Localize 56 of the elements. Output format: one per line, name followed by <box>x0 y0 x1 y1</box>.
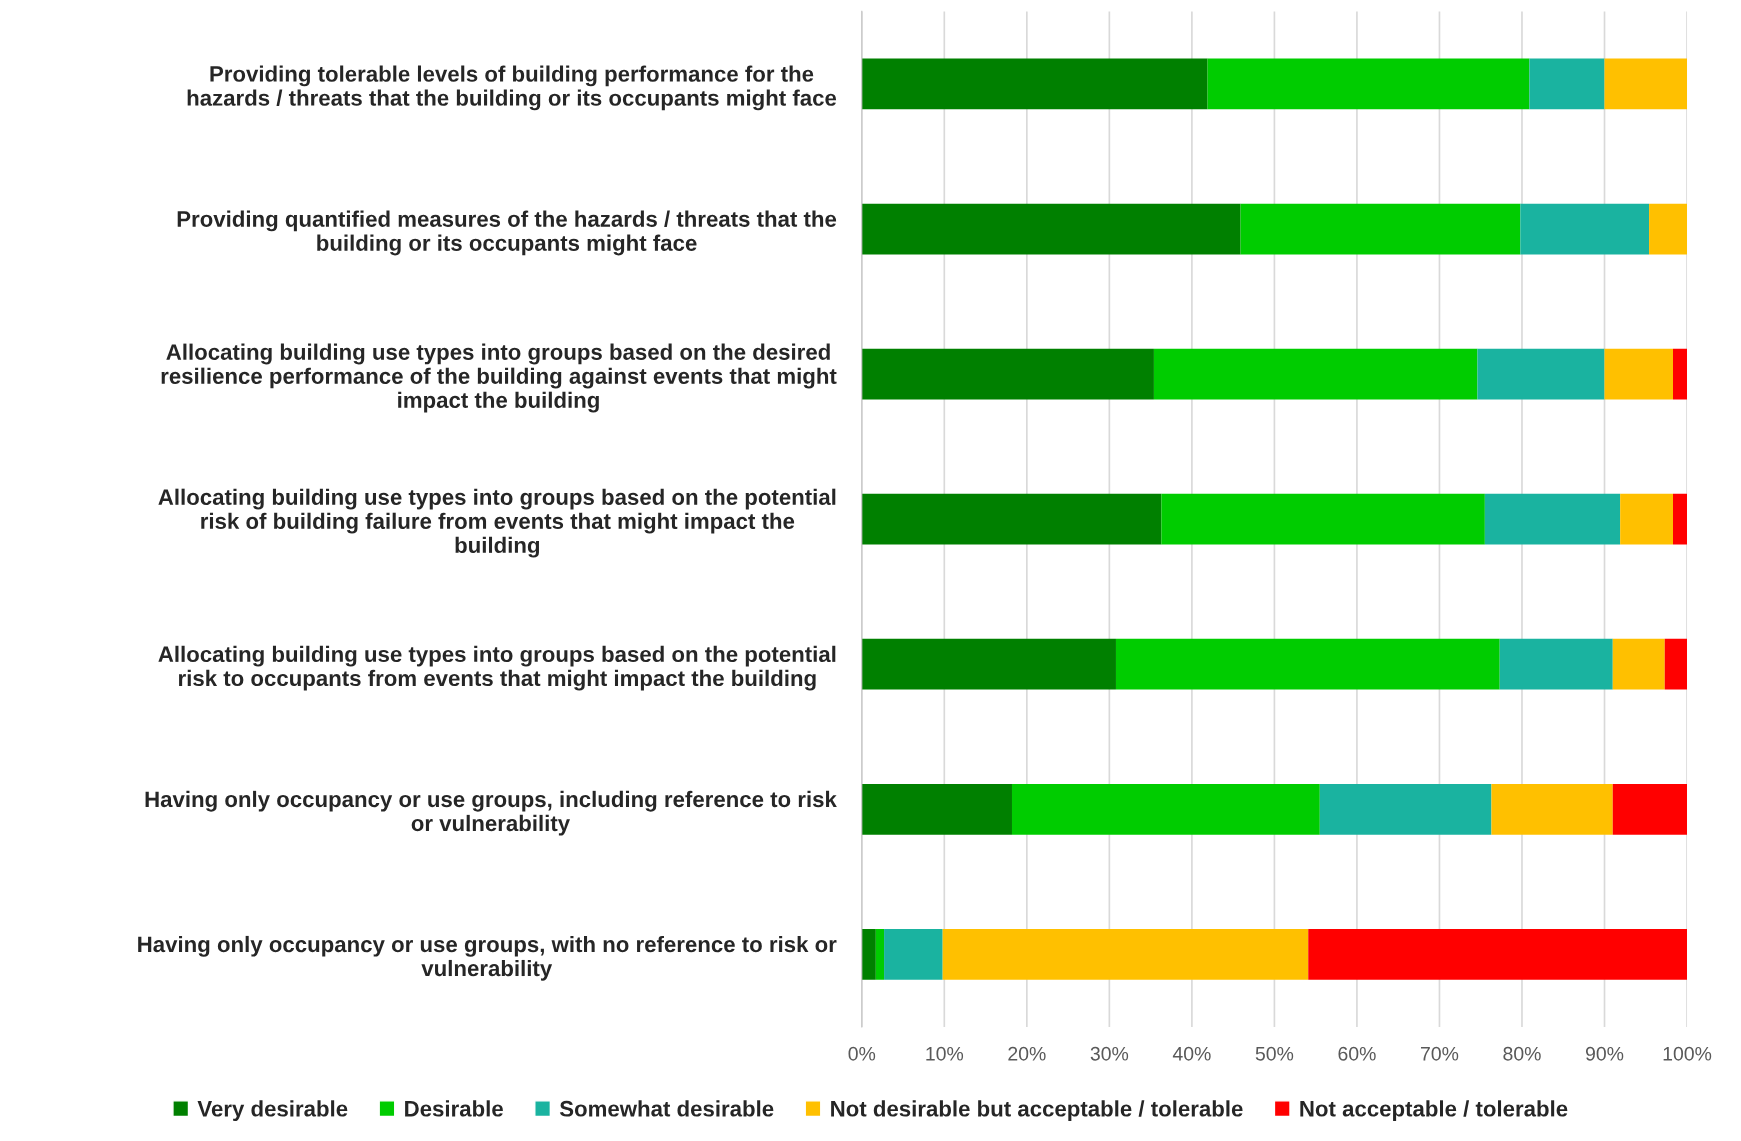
y-tick-label: Having only occupancy or use groups, with no reference to risk or vulnerability <box>138 935 837 981</box>
bar <box>861 203 1241 255</box>
x-tick-label: 60% <box>1338 1046 1376 1061</box>
y-tick-label: Providing tolerable levels of building performance for the hazards / threats that the building or its occupants might face <box>187 65 837 111</box>
bar <box>1673 348 1688 400</box>
bar <box>861 348 1154 400</box>
bar <box>1520 203 1650 255</box>
y-tick-label: Allocating building use types into groups based on the potential risk to occupants from events that might impact the building <box>158 645 836 691</box>
legend-label: Not acceptable / tolerable <box>1300 1100 1568 1121</box>
y-tick-label: Allocating building use types into groups based on the desired resilience performance of the building against events that might impact the building <box>161 343 837 413</box>
bar <box>1612 783 1688 835</box>
bar <box>1499 638 1613 690</box>
x-tick-label: 20% <box>1008 1046 1046 1061</box>
bar <box>1491 783 1613 835</box>
x-tick-label: 10% <box>926 1046 964 1061</box>
bar <box>1673 493 1688 545</box>
bar <box>1529 58 1605 110</box>
y-tick-label: Providing quantified measures of the hazards / threats that the building or its occupants might face <box>177 210 837 256</box>
legend-label: Very desirable <box>197 1100 348 1121</box>
bar <box>875 928 885 980</box>
bar <box>1477 348 1605 400</box>
bar <box>1207 58 1530 110</box>
bar <box>1115 638 1500 690</box>
bar <box>1484 493 1621 545</box>
x-tick-label: 50% <box>1255 1046 1294 1061</box>
bar <box>1161 493 1485 545</box>
bar <box>1604 348 1673 400</box>
bar <box>1011 783 1320 835</box>
x-tick-label: 40% <box>1172 1046 1211 1061</box>
legend-label: Not desirable but acceptable / tolerable <box>831 1100 1243 1121</box>
bar <box>1153 348 1478 400</box>
bar <box>861 638 1116 690</box>
bar <box>1240 203 1521 255</box>
bar <box>1649 203 1688 255</box>
x-tick-label: 90% <box>1585 1046 1624 1061</box>
x-tick-label: 80% <box>1503 1046 1541 1061</box>
y-tick-label: Having only occupancy or use groups, including reference to risk or vulnerability <box>145 790 837 836</box>
bar <box>1612 638 1665 690</box>
bar <box>1319 783 1492 835</box>
x-tick-label: 100% <box>1663 1046 1712 1061</box>
legend-label: Desirable <box>405 1100 503 1117</box>
bar <box>1604 58 1688 110</box>
bar <box>861 783 1012 835</box>
bar <box>861 928 876 980</box>
x-tick-label: 70% <box>1421 1046 1459 1061</box>
bar <box>884 928 943 980</box>
legend-label: Somewhat desirable <box>559 1100 774 1117</box>
bar <box>1308 928 1688 980</box>
x-tick-label: 30% <box>1090 1046 1129 1061</box>
bar <box>861 58 1208 110</box>
bar <box>1664 638 1688 690</box>
bar <box>861 493 1162 545</box>
x-tick-label: 0% <box>848 1046 876 1061</box>
bar <box>1620 493 1673 545</box>
bar <box>942 928 1309 980</box>
y-tick-label: Allocating building use types into groups based on the potential risk of building failure from events that might impact the building <box>158 488 836 558</box>
